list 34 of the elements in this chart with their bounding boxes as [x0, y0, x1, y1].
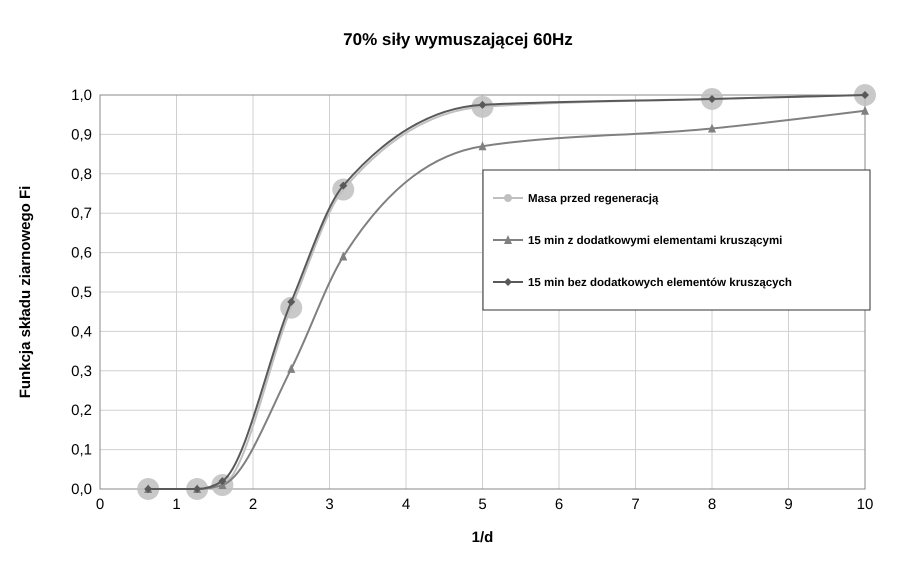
legend-label: 15 min bez dodatkowych elementów kruszących	[528, 277, 792, 289]
y-tick-label: 0,0	[71, 481, 92, 498]
point	[287, 298, 296, 306]
point	[339, 252, 348, 261]
y-tick-label: 0,8	[71, 166, 92, 183]
x-tick-label: 3	[325, 496, 334, 513]
point	[708, 123, 716, 132]
y-tick-label: 1,0	[71, 87, 92, 104]
y-tick-label: 0,4	[71, 323, 92, 340]
x-tick-label: 9	[784, 496, 793, 513]
y-tick-label: 0,6	[71, 244, 92, 262]
y-tick-label: 0,7	[71, 205, 92, 222]
chart-title: 70% siły wymuszającej 60Hz	[343, 30, 573, 49]
y-tick-label: 0,1	[71, 442, 92, 459]
y-tick-label: 0,5	[71, 284, 92, 301]
x-tick-label: 1	[172, 496, 181, 513]
legend-label: Masa przed regeneracją	[528, 193, 659, 205]
y-tick-label: 0,9	[71, 126, 92, 144]
point	[861, 106, 869, 115]
y-tick-label: 0,2	[71, 402, 92, 420]
x-tick-label: 7	[631, 496, 640, 513]
point	[287, 364, 296, 373]
x-axis-title: 1/d	[472, 529, 494, 546]
legend-label: 15 min z dodatkowymi elementami kruszącymi	[528, 235, 782, 247]
y-tick-label: 0,3	[71, 362, 92, 380]
x-tick-label: 10	[856, 496, 874, 513]
x-tick-label: 8	[708, 496, 716, 513]
x-tick-label: 6	[554, 496, 564, 513]
x-tick-label: 5	[478, 496, 487, 513]
x-tick-label: 4	[402, 496, 410, 513]
y-axis-title: Funkcja składu ziarnowego Fi	[17, 186, 34, 398]
point	[478, 141, 486, 150]
x-tick-label: 2	[248, 496, 258, 513]
x-tick-label: 0	[96, 496, 104, 513]
